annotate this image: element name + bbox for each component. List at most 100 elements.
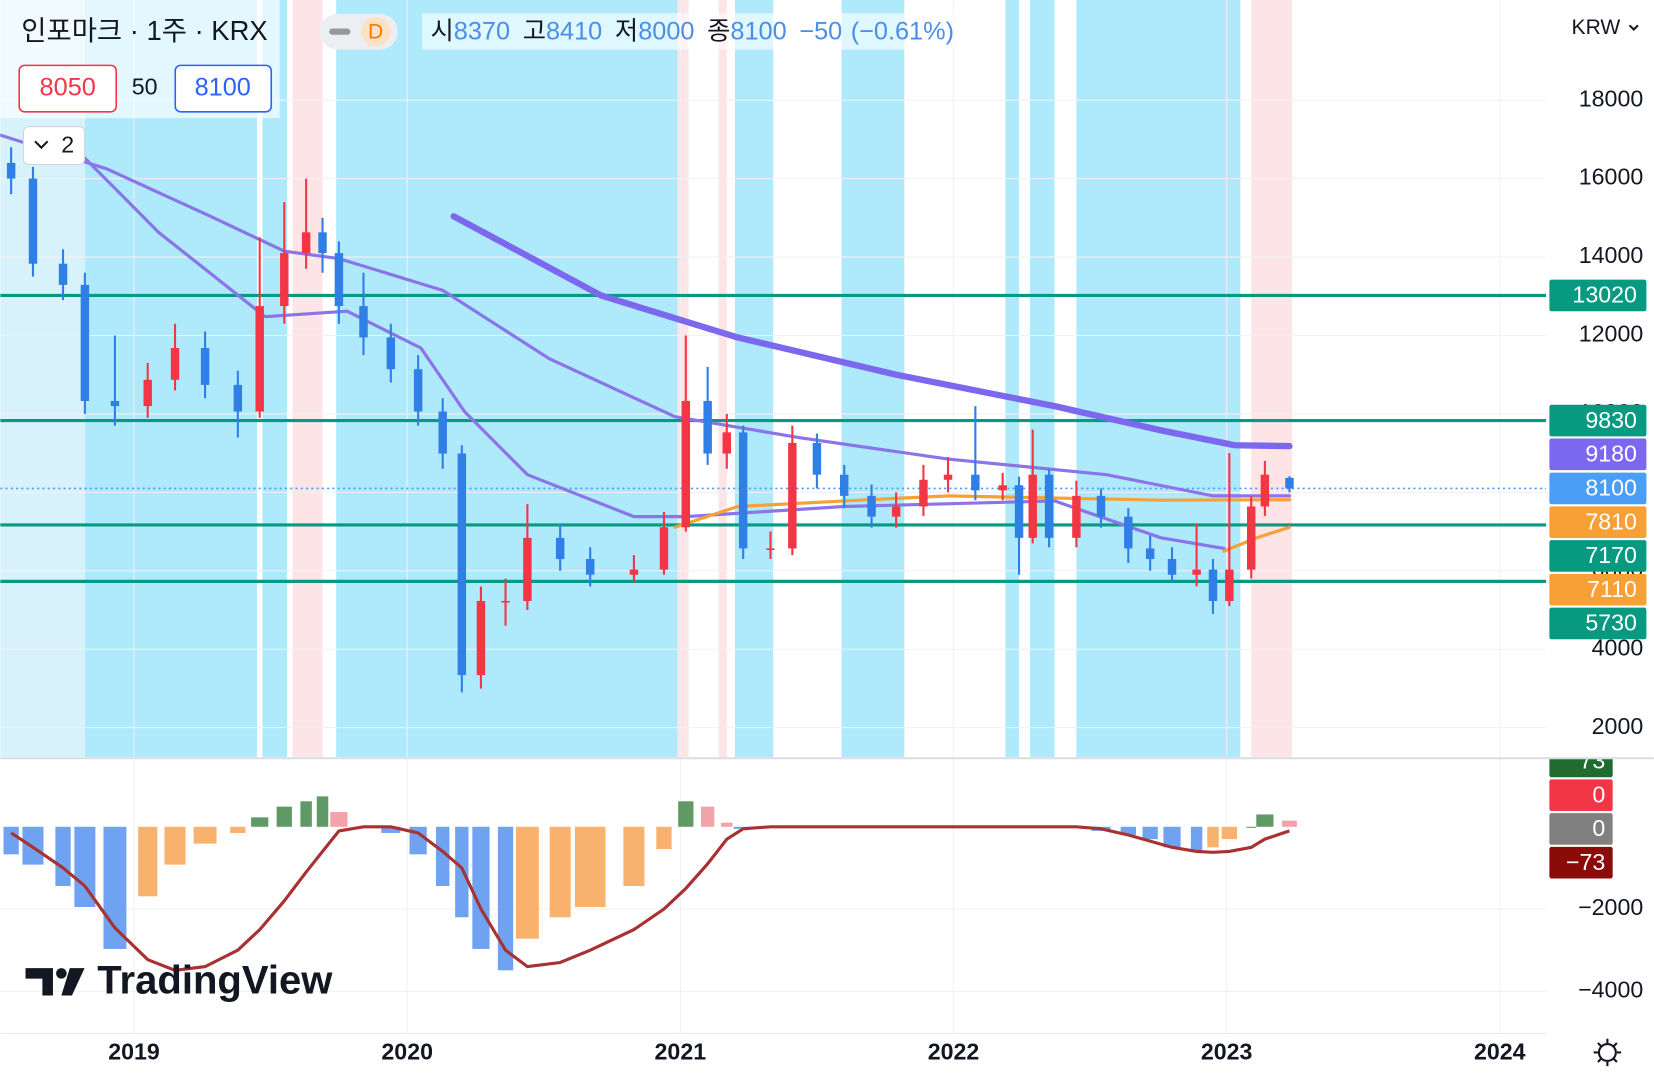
candle-body [301,232,311,254]
candle-body [703,400,712,454]
price-label: 7170 [1585,542,1637,568]
y-tick-label: −2000 [1578,894,1643,920]
x-tick-label: 2022 [928,1039,980,1065]
signal-line [10,825,1290,972]
chevron [34,140,49,150]
candle-body [867,495,876,517]
price-label-box [1549,506,1647,538]
candle-body [1192,569,1201,575]
settings-gear[interactable] [1593,1038,1622,1067]
band [1029,0,1055,758]
candle-body [1014,485,1024,538]
band [677,0,689,758]
candle-body [1145,548,1155,560]
bid-box[interactable] [18,64,118,113]
candle-body [438,411,447,454]
histogram-bar [1246,826,1257,828]
price-label: 9180 [1585,441,1637,467]
histogram-bar [678,801,694,827]
histogram-bar [549,826,571,918]
candle-body [80,284,90,401]
histogram-bar [316,796,329,827]
histogram-bar [455,826,469,918]
ohlc-value: 8370 [454,17,510,45]
histogram-bar [1163,826,1181,848]
candle-body [919,479,928,507]
ohlc-label: 저 [615,17,638,45]
badge-dash [329,28,351,35]
ohlc-legend: 시8370 고8410 저8000 종8100 −50 (−0.61%) [430,17,954,45]
ohlc-value: 8100 [730,17,786,45]
histogram-bar [193,826,217,844]
histogram-bar [251,817,269,827]
symbol-title[interactable]: 인포마크 · 1주 · KRX [21,15,267,46]
price-labels: 13020 9830 9180 8100 7810 7170 7110 5730 [1549,279,1647,640]
candle-body [840,474,849,496]
band [336,0,678,758]
candle-body [681,400,691,528]
candle-body [722,432,731,454]
candle-body [457,453,467,676]
bands [0,0,1293,758]
ohlc-label: 시 [430,17,453,45]
candle-body [501,600,510,603]
candle-body [28,178,38,264]
price-label-box [1549,607,1647,640]
histogram-bar [436,826,450,887]
interval: D [368,20,383,43]
x-tick-label: 2023 [1201,1039,1253,1065]
histogram-bar [300,801,312,827]
currency[interactable]: KRW [1572,16,1621,39]
interval-circle [360,16,391,47]
indicator-label: 0 [1592,781,1605,807]
histogram-bar [409,826,427,855]
band [1076,0,1241,758]
candle-body [766,548,775,551]
candle-body [738,432,748,549]
histogram-bar [55,826,71,887]
candle-body [1096,495,1106,517]
histogram-bar [3,826,19,855]
ohlc-value: 8000 [638,17,694,45]
ask-box[interactable] [174,64,273,113]
logo [25,968,85,996]
price-label: 8100 [1585,475,1637,501]
candle-body [170,348,180,380]
histogram-bar [656,826,672,849]
candle-body [334,253,344,307]
candle-body [659,527,669,570]
candle-body [943,474,953,480]
x-tick-label: 2021 [655,1039,707,1065]
spread: 50 [132,74,158,100]
indicator-label: −73 [1566,849,1605,875]
price-label-box [1549,404,1647,437]
histogram-bar [1207,826,1219,848]
candle-body [1167,559,1177,575]
band [734,0,774,758]
candle-body [386,337,396,370]
candle-body [476,600,486,676]
histogram-bar [103,826,127,949]
x-tick-label: 2024 [1474,1039,1526,1065]
candle-body [1044,474,1054,538]
moving-average [450,213,1293,450]
histogram-bar [497,826,514,971]
candle-body [1124,516,1133,549]
ohlc-label: 종 [707,17,730,45]
histogram-bar [574,826,606,907]
candle-body [1247,506,1256,570]
y-tick-label: 16000 [1579,164,1643,190]
price-label: 9830 [1585,407,1637,433]
candle-body [971,474,980,491]
grid [0,0,1547,1034]
indicator-label-box [1549,813,1613,845]
candle-body [812,442,822,475]
indicator-toggle[interactable] [22,126,86,166]
candle-body [58,263,68,285]
indicator-label-box [1549,779,1613,811]
y-tick-label: 14000 [1579,242,1643,268]
candle-body [359,306,368,338]
candle-body [555,537,565,560]
candle-body [1072,495,1081,538]
